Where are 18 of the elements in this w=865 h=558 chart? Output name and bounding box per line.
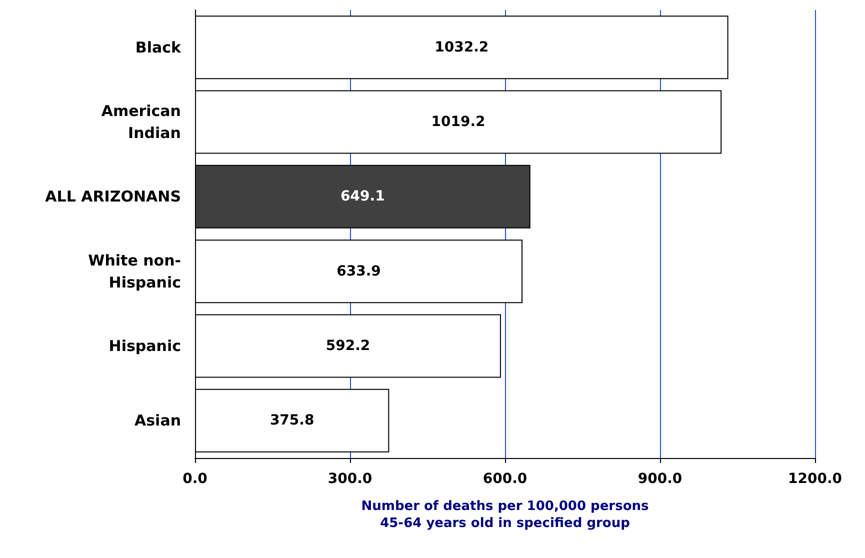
x-tick-label: 0.0 — [182, 471, 208, 487]
x-axis-title: Number of deaths per 100,000 persons 45-64 years old in specified group — [361, 499, 649, 531]
x-tick-label: 900.0 — [638, 471, 682, 487]
y-tick-label: Black — [135, 38, 182, 56]
data-label: 592.2 — [326, 338, 370, 354]
y-tick-label: ALL ARIZONANS — [45, 188, 181, 206]
y-tick-label: White non- Hispanic — [88, 251, 181, 292]
x-tick-label: 600.0 — [482, 471, 528, 487]
x-tick-label: 300.0 — [328, 471, 372, 487]
data-label: 649.1 — [340, 188, 385, 205]
y-tick-label: Hispanic — [108, 337, 181, 355]
x-tick-label: 1200.0 — [788, 471, 842, 487]
data-label: 1019.2 — [431, 114, 486, 130]
data-label: 633.9 — [336, 263, 381, 280]
y-tick-label: American Indian — [101, 102, 181, 142]
data-label: 1032.2 — [434, 39, 489, 56]
data-label: 375.8 — [270, 412, 314, 429]
y-tick-label: Asian — [134, 412, 181, 430]
